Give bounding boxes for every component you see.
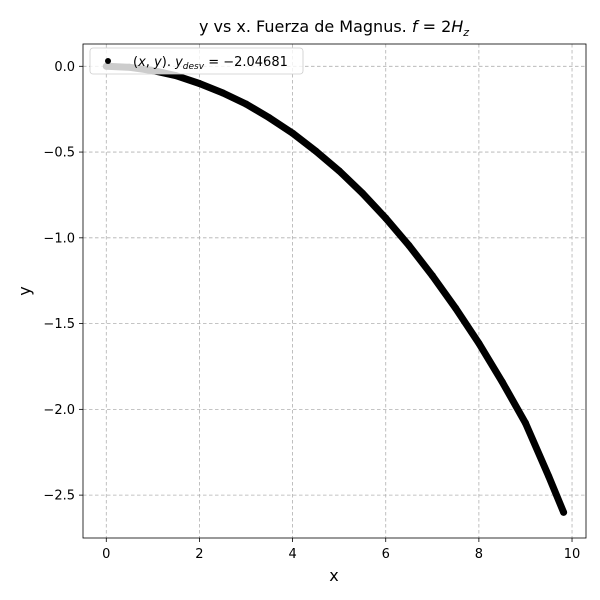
data-point xyxy=(545,472,553,480)
grid-lines xyxy=(83,44,586,538)
data-series xyxy=(102,62,568,516)
axis-ticks: 0 2 4 6 8 10 0.0 −0.5 −1.0 −1.5 −2.0 −2.5 xyxy=(43,60,580,562)
legend-box xyxy=(89,47,304,75)
data-point xyxy=(358,189,366,197)
y-tick-label: −1.5 xyxy=(43,317,75,332)
data-point xyxy=(405,242,413,249)
x-tick-label: 4 xyxy=(288,547,296,562)
data-point xyxy=(312,147,320,155)
data-point xyxy=(289,129,297,137)
series-trajectory xyxy=(102,62,568,516)
data-point xyxy=(242,100,250,108)
legend-label: (x, y). ydesv = −2.04681 xyxy=(133,55,288,72)
x-tick-label: 10 xyxy=(564,547,581,562)
data-point xyxy=(498,378,506,386)
chart-title: y vs x. Fuerza de Magnus. f = 2Hz xyxy=(199,17,469,39)
data-point xyxy=(382,214,390,222)
data-point xyxy=(428,272,436,280)
y-axis-label: y xyxy=(15,286,34,295)
plot-frame xyxy=(82,43,587,539)
x-tick-label: 0 xyxy=(102,547,110,562)
x-tick-label: 8 xyxy=(475,547,483,562)
data-point xyxy=(475,339,483,347)
data-point xyxy=(335,167,343,175)
data-point xyxy=(522,419,529,427)
x-tick-label: 2 xyxy=(195,547,203,562)
x-tick-label: 6 xyxy=(382,547,390,562)
legend: (x, y). ydesv = −2.04681 xyxy=(89,47,304,75)
data-point xyxy=(452,304,460,312)
data-point xyxy=(219,89,227,97)
data-point xyxy=(195,80,203,87)
data-point xyxy=(265,114,273,122)
y-tick-label: −2.0 xyxy=(43,403,75,418)
y-tick-label: 0.0 xyxy=(54,60,75,75)
data-point xyxy=(560,508,568,516)
x-axis-label: x xyxy=(329,566,338,585)
y-tick-label: −2.5 xyxy=(43,489,75,504)
legend-marker xyxy=(105,58,111,64)
y-tick-label: −0.5 xyxy=(43,146,75,161)
y-tick-label: −1.0 xyxy=(43,231,75,246)
